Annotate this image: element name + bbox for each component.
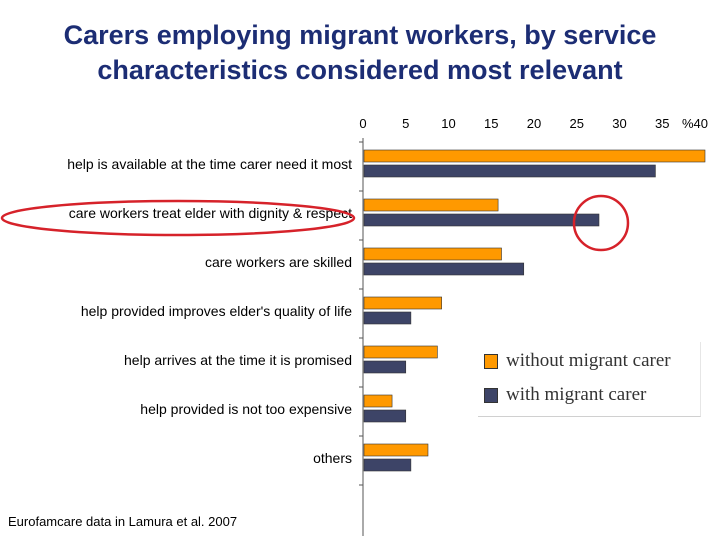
chart-title-line-2: characteristics considered most relevant [97,55,623,85]
source-note: Eurofamcare data in Lamura et al. 2007 [8,514,238,529]
chart-legend: without migrant carer with migrant carer [478,342,701,417]
bar-with-migrant-carer [363,164,656,178]
chart-title: Carers employing migrant workers, by ser… [0,18,720,88]
bar-with-migrant-carer [363,311,412,325]
x-tick-label: 15 [484,116,498,131]
legend-swatch-with [484,387,498,403]
category-label: care workers are skilled [205,254,352,270]
x-tick-label: 5 [402,116,409,131]
legend-swatch-without [484,353,498,369]
legend-item-with: with migrant carer [484,384,646,406]
category-label: help arrives at the time it is promised [124,352,352,368]
bar-without-migrant-carer [363,149,706,163]
bar-without-migrant-carer [363,247,502,261]
bar-with-migrant-carer [363,360,407,374]
x-tick-label: 0 [359,116,366,131]
highlight-ellipse-label [0,199,356,237]
bar-without-migrant-carer [363,443,429,457]
x-tick-label: 20 [527,116,541,131]
bar-without-migrant-carer [363,198,499,212]
x-tick-label: 30 [612,116,626,131]
bar-with-migrant-carer [363,458,412,472]
category-label: care workers treat elder with dignity & … [69,205,352,221]
x-tick-label: 10 [441,116,455,131]
bar-without-migrant-carer [363,345,438,359]
category-label: help provided improves elder's quality o… [81,303,352,319]
bar-without-migrant-carer [363,296,442,310]
bar-without-migrant-carer [363,394,393,408]
legend-item-without: without migrant carer [484,350,671,372]
bar-with-migrant-carer [363,262,525,276]
legend-label-with: with migrant carer [506,384,647,405]
category-label: others [313,450,352,466]
highlight-circle-bar [572,194,630,252]
x-tick-label: 35 [655,116,669,131]
x-tick-label: 25 [570,116,584,131]
legend-label-without: without migrant carer [506,350,671,371]
x-tick-label: %40 [682,116,708,131]
bar-with-migrant-carer [363,213,600,227]
bar-with-migrant-carer [363,409,407,423]
category-label: help is available at the time carer need… [67,156,352,172]
category-label: help provided is not too expensive [140,401,352,417]
chart-title-line-1: Carers employing migrant workers, by ser… [63,20,657,50]
